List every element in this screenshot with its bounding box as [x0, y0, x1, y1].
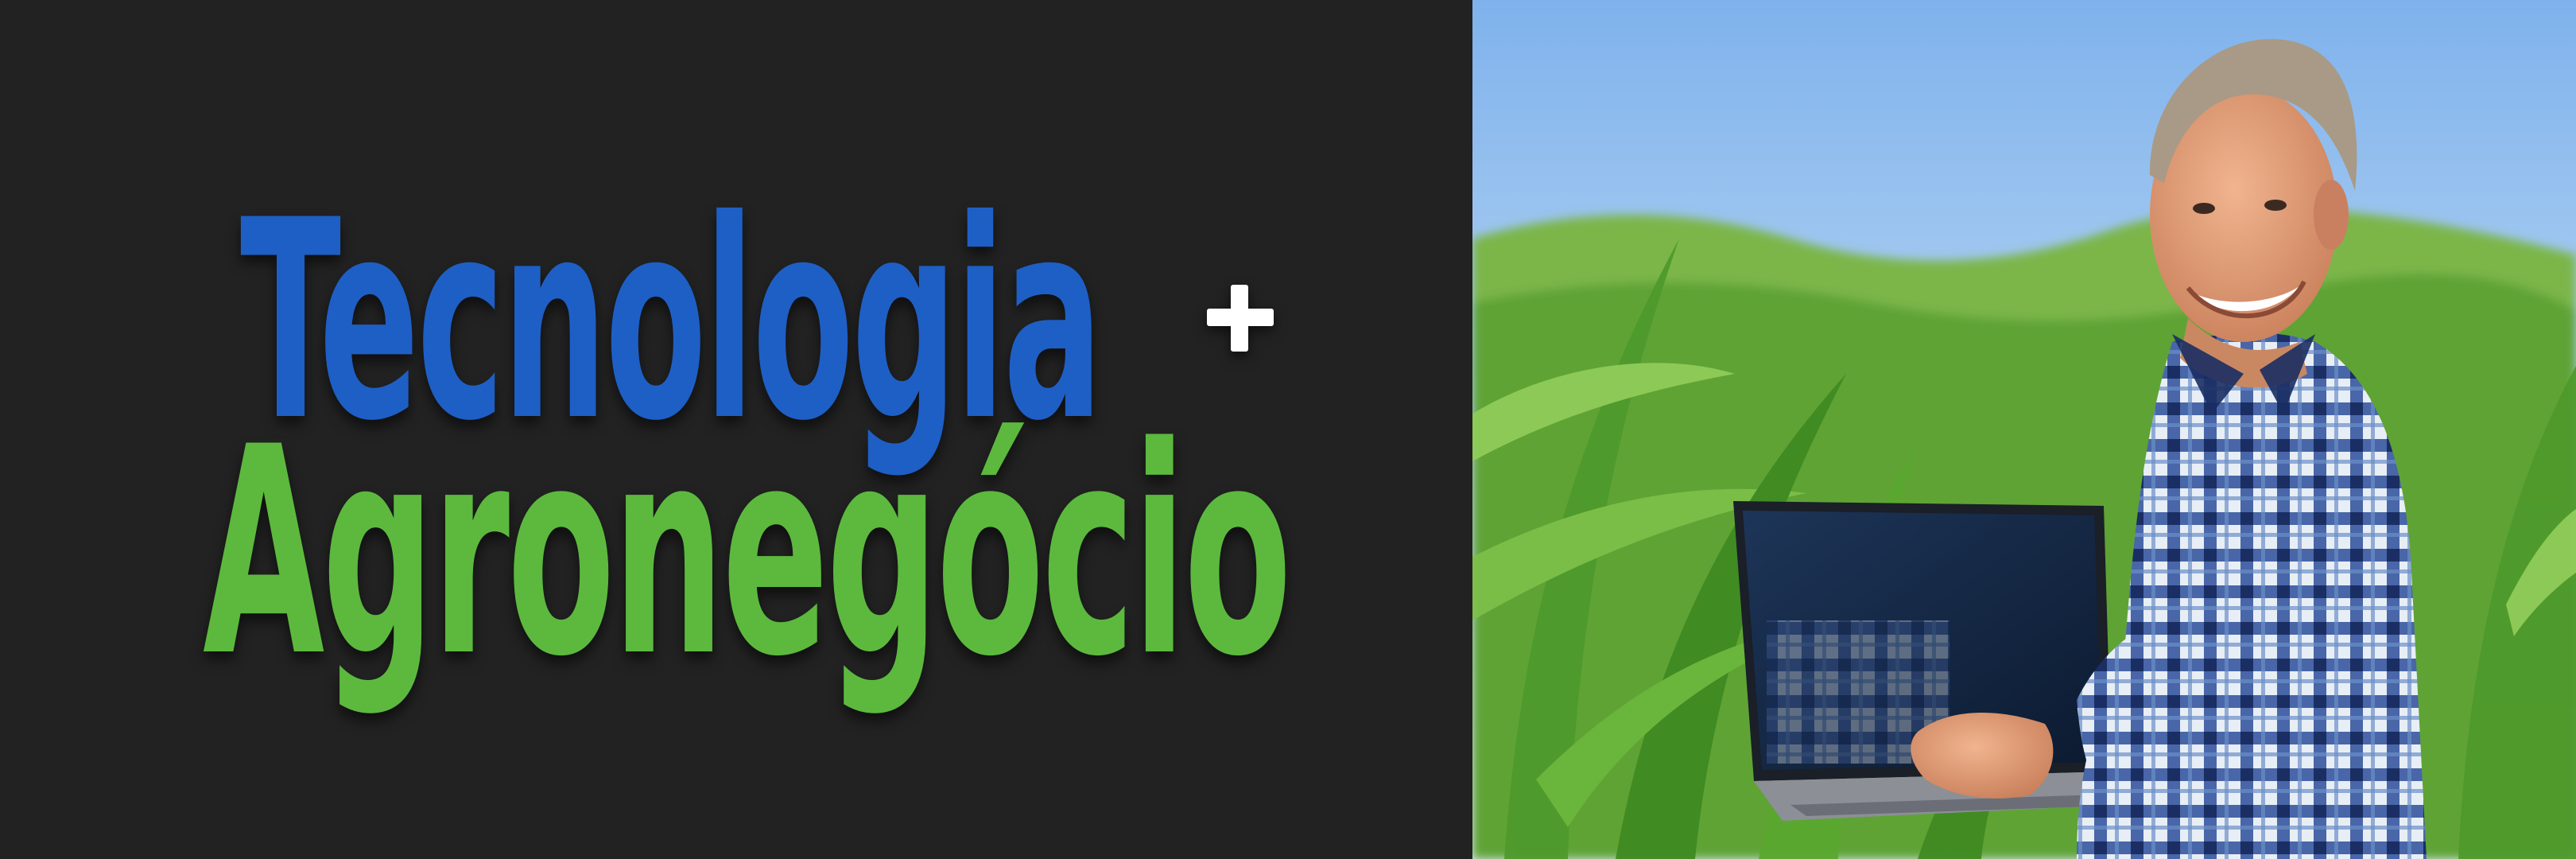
- headline-panel: Tecnologia Agronegócio: [203, 162, 1292, 719]
- farmer-photo: [1472, 0, 2576, 859]
- headline-technology: Tecnologia: [240, 162, 1103, 481]
- headline-agribusiness: Agronegócio: [203, 386, 1292, 719]
- farmer-photo-illustration: [1472, 0, 2576, 859]
- laptop-illustration: [1733, 501, 2153, 821]
- farmer-figure: [1911, 39, 2427, 859]
- plus-icon: [1202, 280, 1278, 356]
